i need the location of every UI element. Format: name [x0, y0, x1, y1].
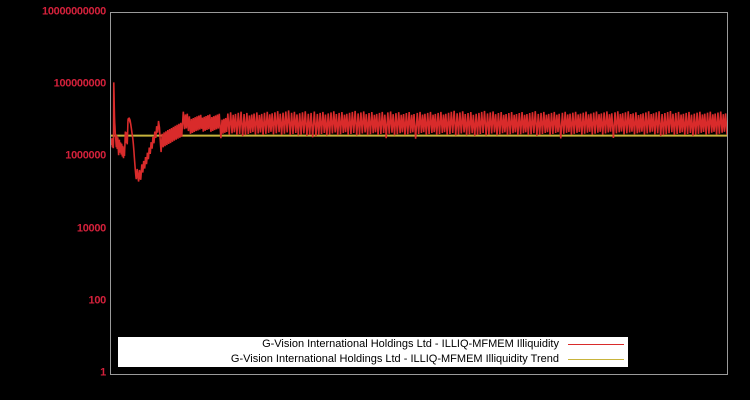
chart-legend: G-Vision International Holdings Ltd - IL… [118, 337, 628, 367]
y-axis-tick-label: 1 [100, 366, 106, 379]
y-axis-tick-label: 1000000 [65, 149, 106, 162]
y-axis: 10000000000 100000000 1000000 10000 100 1 [0, 0, 106, 400]
legend-entry-series[interactable]: G-Vision International Holdings Ltd - IL… [118, 337, 628, 352]
y-axis-tick-label: 10000 [76, 222, 106, 235]
chart-canvas [111, 82, 727, 182]
plot-area [110, 12, 728, 375]
y-axis-tick-label: 100000000 [53, 77, 107, 90]
legend-entry-trend[interactable]: G-Vision International Holdings Ltd - IL… [118, 352, 628, 367]
line-sample-trend [568, 354, 624, 365]
legend-label-trend: G-Vision International Holdings Ltd - IL… [230, 353, 559, 365]
y-axis-tick-label: 100 [88, 294, 107, 307]
line-sample-series [568, 339, 624, 350]
legend-label-series: G-Vision International Holdings Ltd - IL… [262, 338, 559, 350]
y-axis-tick-label: 10000000000 [42, 5, 106, 18]
illiquidity-series-line [111, 82, 727, 182]
